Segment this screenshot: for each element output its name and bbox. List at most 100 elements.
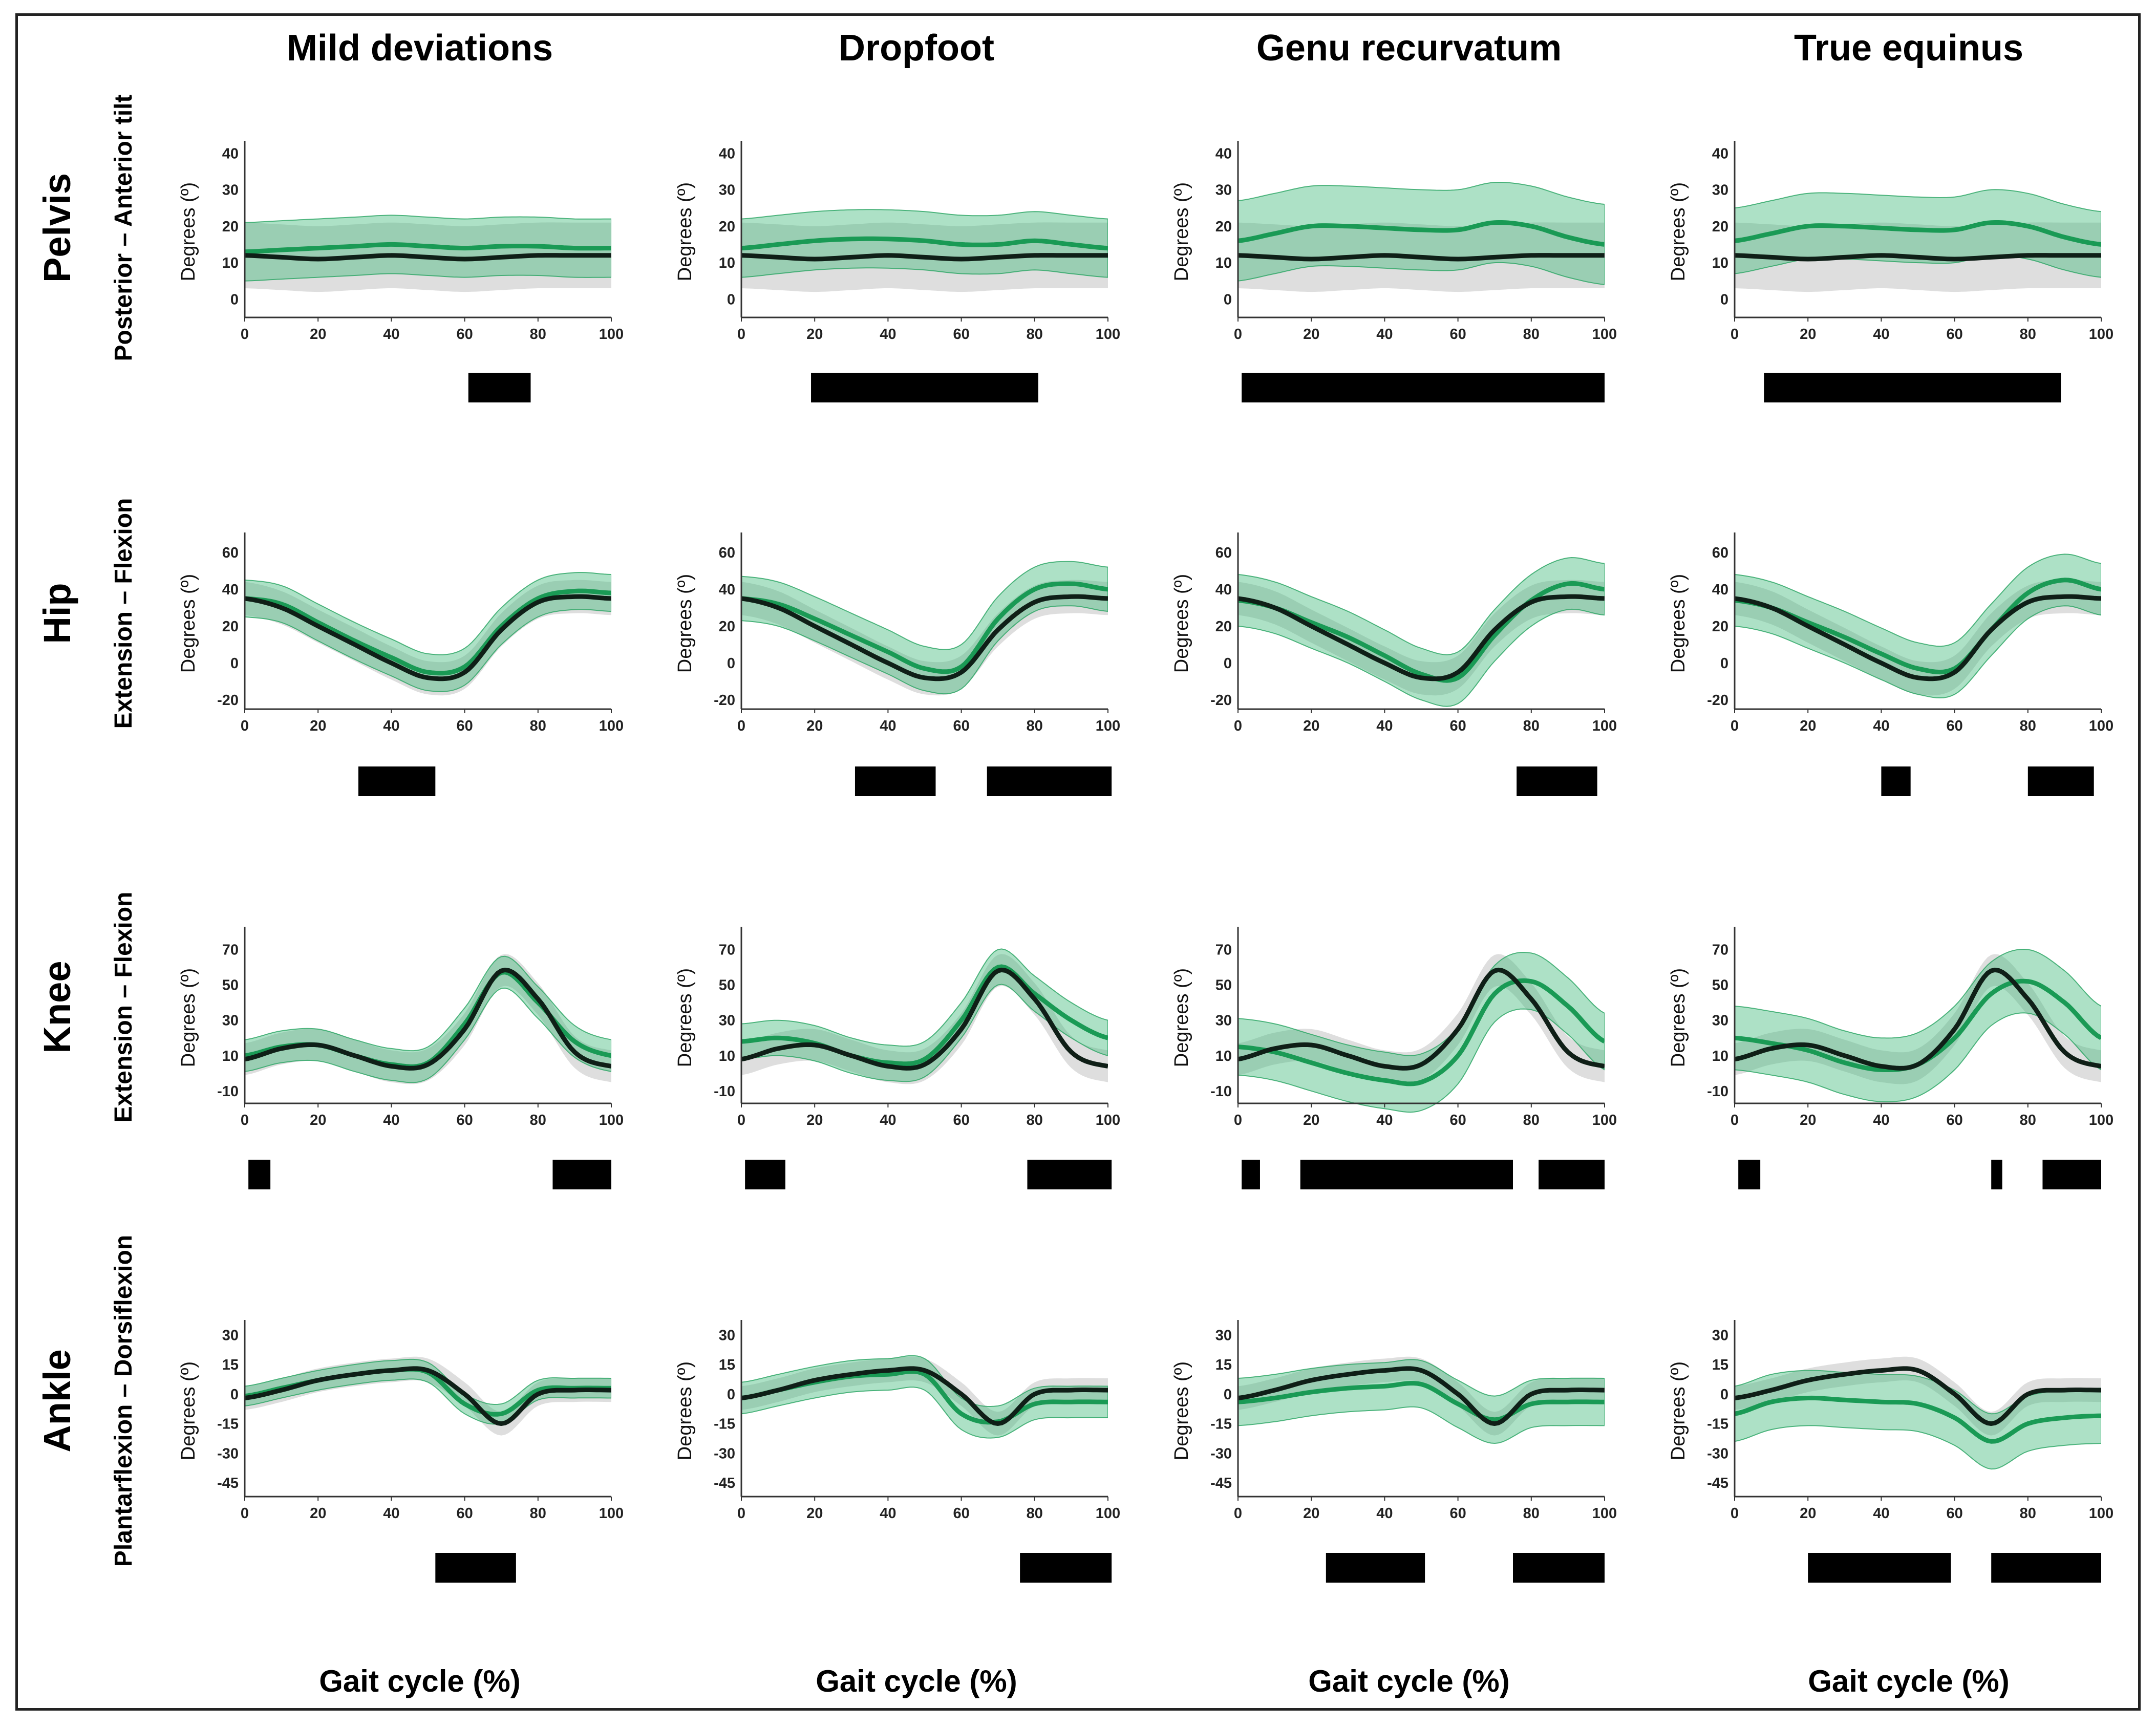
reference-mean-line [1735,1366,2101,1426]
x-axis-title: Gait cycle (%) [1808,1664,2010,1698]
significance-bar [2027,766,2094,796]
x-tick-label: 60 [1449,718,1466,734]
y-tick-label: 20 [222,619,239,635]
x-tick-label: 0 [241,718,249,734]
x-tick-label: 80 [530,326,546,343]
x-tick-label: 60 [456,326,473,343]
y-tick-label: 40 [1215,145,1232,162]
significance-bar [1808,1553,1951,1583]
panel-pelvis-2: 0 10 20 30 40 0 20 40 60 80 100 Degrees (º) [674,141,1120,402]
y-tick-label: 40 [719,582,735,598]
y-tick-label: -20 [1707,692,1728,709]
y-tick-label: 20 [1215,619,1232,635]
y-tick-label: -30 [714,1445,735,1462]
panel-knee-1: -10 10 30 50 70 0 20 40 60 80 100 Degrees (º) [178,927,624,1189]
x-tick-label: 80 [530,1112,546,1128]
y-axis-label: Degrees (º) [1171,182,1192,281]
significance-bar [468,373,531,402]
y-tick-label: -15 [1210,1416,1232,1433]
y-axis-label: Degrees (º) [1171,1361,1192,1460]
x-tick-label: 100 [599,326,624,343]
reference-mean-line [245,1366,611,1426]
group-mean-line [741,581,1108,674]
x-tick-label: 100 [1096,1505,1120,1522]
group-mean-line [245,242,611,254]
significance-bar [1991,1553,2101,1583]
y-axis-label: Degrees (º) [178,574,199,673]
x-tick-label: 40 [1376,1112,1393,1128]
y-tick-label: 15 [719,1357,735,1373]
x-tick-label: 40 [880,718,896,734]
y-tick-label: 30 [222,182,239,199]
significance-bar [1539,1160,1605,1189]
y-axis-label: Degrees (º) [1668,968,1689,1067]
significance-bar [1517,766,1597,796]
x-tick-label: 100 [599,1112,624,1128]
x-tick-label: 40 [880,1505,896,1522]
significance-bar [987,766,1112,796]
y-tick-label: 30 [1712,1013,1728,1029]
y-axis-label: Degrees (º) [1171,574,1192,673]
y-axis-label: Degrees (º) [178,182,199,281]
x-tick-label: 100 [1096,326,1120,343]
x-tick-label: 40 [383,1112,399,1128]
x-tick-label: 100 [1592,1112,1617,1128]
x-tick-label: 60 [1946,1505,1962,1522]
group-sd-band [1735,948,2101,1102]
x-tick-label: 80 [1523,1505,1540,1522]
y-tick-label: 30 [1215,182,1232,199]
x-tick-label: 20 [1800,718,1816,734]
x-tick-label: 40 [1873,1505,1889,1522]
y-tick-label: 10 [222,1048,239,1064]
x-tick-label: 80 [2020,718,2036,734]
x-tick-label: 40 [880,326,896,343]
x-tick-label: 40 [383,718,399,734]
row-subtitle: Plantarflexion – Dorsiflexion [110,1235,137,1567]
y-tick-label: -30 [217,1445,239,1462]
group-sd-band [741,561,1108,695]
y-tick-label: 60 [719,545,735,561]
reference-mean-line [245,594,611,681]
y-tick-label: 10 [719,1048,735,1064]
reference-mean-line [741,1366,1108,1426]
y-tick-label: -45 [217,1475,239,1491]
y-tick-label: 30 [719,1327,735,1344]
y-tick-label: -30 [1210,1445,1232,1462]
y-tick-label: 50 [222,977,239,994]
x-tick-label: 100 [1096,1112,1120,1128]
x-tick-label: 60 [456,1505,473,1522]
x-tick-label: 60 [953,1112,969,1128]
significance-bar [358,766,436,796]
x-tick-label: 0 [1731,1112,1739,1128]
significance-bar [1513,1553,1605,1583]
y-tick-label: 40 [222,145,239,162]
y-tick-label: -30 [1707,1445,1728,1462]
x-tick-label: 80 [1523,1112,1540,1128]
x-tick-label: 20 [310,718,326,734]
x-tick-label: 0 [1731,1505,1739,1522]
x-tick-label: 40 [880,1112,896,1128]
significance-bar [1242,1160,1260,1189]
group-sd-band [1735,553,2101,699]
y-tick-label: -20 [217,692,239,709]
x-tick-label: 20 [1303,1505,1319,1522]
x-tick-label: 100 [2089,326,2114,343]
y-axis-label: Degrees (º) [1171,968,1192,1067]
y-tick-label: -10 [714,1083,735,1100]
y-tick-label: 0 [230,655,239,672]
reference-mean-line [741,967,1108,1071]
significance-bar [1991,1160,2002,1189]
column-title: True equinus [1794,28,2023,69]
panel-knee-4: -10 10 30 50 70 0 20 40 60 80 100 Degrees (º) [1668,927,2114,1189]
y-tick-label: 20 [719,619,735,635]
significance-bar [1020,1553,1112,1583]
y-tick-label: -45 [1707,1475,1728,1491]
x-tick-label: 0 [1731,326,1739,343]
x-tick-label: 60 [953,1505,969,1522]
y-axis-label: Degrees (º) [178,968,199,1067]
y-tick-label: 60 [1712,545,1728,561]
y-tick-label: -45 [714,1475,735,1491]
x-tick-label: 80 [1027,1505,1043,1522]
